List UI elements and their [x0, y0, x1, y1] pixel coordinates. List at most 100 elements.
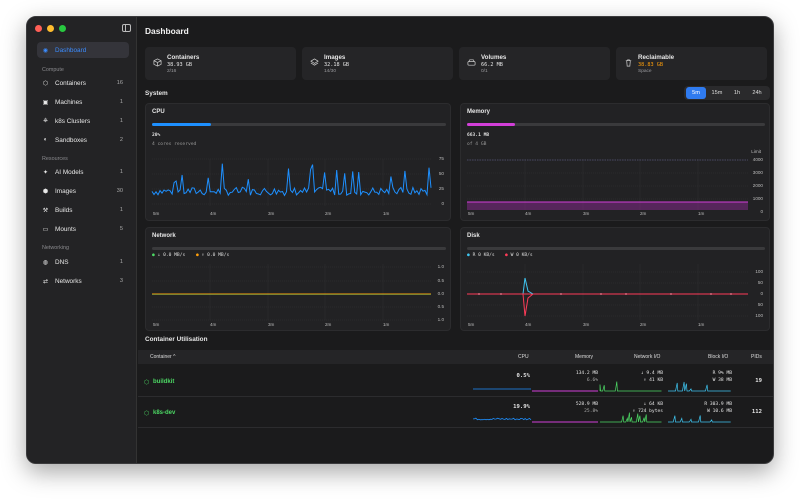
memory-y-tick: 0: [760, 209, 763, 214]
cpu-y-tick: 0: [441, 201, 444, 206]
disk-y-tick: 50: [757, 302, 763, 307]
cpu-y-tick: 25: [438, 186, 444, 191]
range-15m-button[interactable]: 15m: [711, 90, 723, 96]
sidebar-item-builds[interactable]: ⚒ Builds 1: [37, 202, 129, 218]
sidebar-item-label: AI Models: [55, 168, 84, 176]
sidebar-item-images[interactable]: ⬢ Images 30: [37, 183, 129, 199]
header-network[interactable]: Network I/O: [634, 354, 661, 360]
cpu-x-tick: 4m: [210, 211, 217, 216]
memory-y-tick: 1000: [752, 196, 763, 201]
sidebar-item-sandboxes[interactable]: ◐ Sandboxes 2: [37, 132, 129, 148]
network-y-tick: 1.0: [437, 317, 444, 322]
trash-icon: [624, 54, 633, 67]
memory-sub: of 4 GB: [467, 142, 487, 147]
memory-x-tick: 5m: [468, 211, 475, 216]
container-memory: 134.2 MB: [575, 371, 598, 376]
sidebar-item-label: Mounts: [55, 225, 76, 233]
hammer-icon: ⚒: [42, 207, 49, 214]
sidebar-item-label: Builds: [55, 206, 73, 214]
disk-y-tick: 100: [755, 313, 763, 318]
container-memory: 528.9 MB: [575, 402, 598, 407]
cpu-sub: 4 cores reserved: [152, 142, 197, 147]
disk-read-legend: ● R 0 KB/s: [467, 253, 495, 258]
window-controls: [35, 25, 66, 32]
network-x-tick: 1m: [383, 322, 390, 327]
stat-title: Reclaimable: [638, 54, 675, 61]
disk-write-legend: ● W 0 KB/s: [505, 253, 533, 258]
container-name[interactable]: buildkit: [153, 379, 175, 385]
header-pids[interactable]: PIDs: [751, 354, 762, 360]
memory-y-tick: 4000: [752, 157, 763, 162]
sidebar-item-label: Machines: [55, 98, 83, 106]
container-utilisation-title: Container Utilisation: [145, 336, 208, 343]
table-row[interactable]: ⬡ k8s-dev 19.9% 528.9 MB 25.8% ↓ 64 KB ↑…: [138, 398, 773, 428]
network-panel: Network ● ↓ 0.0 MB/s ● ↑ 0.0 MB/s 1.0 0.…: [145, 227, 451, 331]
network-up-legend: ● ↑ 0.0 MB/s: [196, 253, 230, 258]
stat-card-containers[interactable]: Containers 38.93 GB 2/16: [145, 47, 296, 80]
network-sparkline: [600, 412, 662, 423]
cube-icon: ⬡: [42, 80, 49, 87]
sidebar-item-count: 1: [119, 99, 123, 105]
network-y-tick: 1.0: [437, 264, 444, 269]
sidebar-item-dns[interactable]: ◍ DNS 1: [37, 254, 129, 270]
memory-usage-bar: [467, 123, 765, 126]
range-1h-button[interactable]: 1h: [733, 90, 741, 96]
network-x-tick: 3m: [268, 322, 275, 327]
header-memory[interactable]: Memory: [575, 354, 594, 360]
header-block[interactable]: Block I/O: [708, 354, 729, 360]
table-row[interactable]: ⬡ buildkit 0.5% 134.2 MB 6.6% ↓ 9.4 MB ↑…: [138, 367, 773, 397]
disk-x-tick: 5m: [468, 322, 475, 327]
sidebar-item-count: 3: [119, 278, 123, 284]
sidebar-item-containers[interactable]: ⬡ Containers 16: [37, 75, 129, 91]
disk-point: [625, 293, 627, 295]
sidebar-item-ai-models[interactable]: ✦ AI Models 1: [37, 164, 129, 180]
sidebar-item-count: 16: [116, 80, 123, 86]
stat-card-images[interactable]: Images 32.18 GB 14/30: [302, 47, 453, 80]
main-content: Dashboard Containers 38.93 GB 2/16 Image…: [138, 17, 773, 463]
sidebar-toggle-icon[interactable]: [122, 24, 131, 32]
memory-y-tick: 3000: [752, 170, 763, 175]
cpu-x-tick: 5m: [153, 211, 160, 216]
container-memory-pct: 6.6%: [586, 378, 598, 383]
stat-value: 32.18 GB: [324, 62, 349, 68]
stat-card-reclaimable[interactable]: Reclaimable 38.83 GB Space: [616, 47, 767, 80]
disk-point: [600, 293, 602, 295]
container-pids: 19: [755, 378, 762, 384]
container-block-read: R 9% MB: [712, 371, 732, 376]
stat-title: Volumes: [481, 54, 507, 61]
disk-divider: [467, 247, 765, 250]
disk-point: [478, 293, 480, 295]
row-sparklines: [473, 381, 731, 392]
container-name[interactable]: k8s-dev: [153, 410, 176, 416]
stat-card-volumes[interactable]: Volumes 66.2 MB 0/1: [459, 47, 610, 80]
sidebar-item-count: 1: [119, 118, 123, 124]
memory-x-tick: 1m: [698, 211, 705, 216]
sidebar-item-mounts[interactable]: ▭ Mounts 5: [37, 221, 129, 237]
stat-title: Images: [324, 54, 346, 61]
disk-point: [500, 293, 502, 295]
disk-y-tick: 0: [760, 291, 763, 296]
sidebar-item-label: Images: [55, 187, 76, 195]
sidebar-item-label: Containers: [55, 79, 86, 87]
container-block-write: W 38 MB: [712, 378, 732, 383]
zoom-window-button[interactable]: [59, 25, 66, 32]
range-24h-button[interactable]: 24h: [752, 90, 762, 96]
panel-title: Disk: [467, 233, 480, 239]
sidebar-item-machines[interactable]: ▣ Machines 1: [37, 94, 129, 110]
sidebar-item-count: 1: [119, 259, 123, 265]
cpu-y-tick: 75: [438, 156, 444, 161]
close-window-button[interactable]: [35, 25, 42, 32]
sidebar-item-networks[interactable]: ⇄ Networks 3: [37, 273, 129, 289]
sidebar-item-dashboard[interactable]: ◉ Dashboard: [37, 42, 129, 58]
cpu-chart: [151, 158, 432, 206]
memory-x-tick: 2m: [640, 211, 647, 216]
header-container[interactable]: Container ^: [150, 354, 176, 360]
sidebar-item-k8s-clusters[interactable]: ⎈ k8s Clusters 1: [37, 113, 129, 129]
section-label-resources: Resources: [42, 156, 68, 162]
minimize-window-button[interactable]: [47, 25, 54, 32]
sidebar-item-label: Dashboard: [55, 46, 87, 54]
header-cpu[interactable]: CPU: [518, 354, 529, 360]
range-5m-button[interactable]: 5m: [686, 87, 706, 99]
stat-value: 38.93 GB: [167, 62, 192, 68]
drive-icon: [467, 54, 476, 66]
